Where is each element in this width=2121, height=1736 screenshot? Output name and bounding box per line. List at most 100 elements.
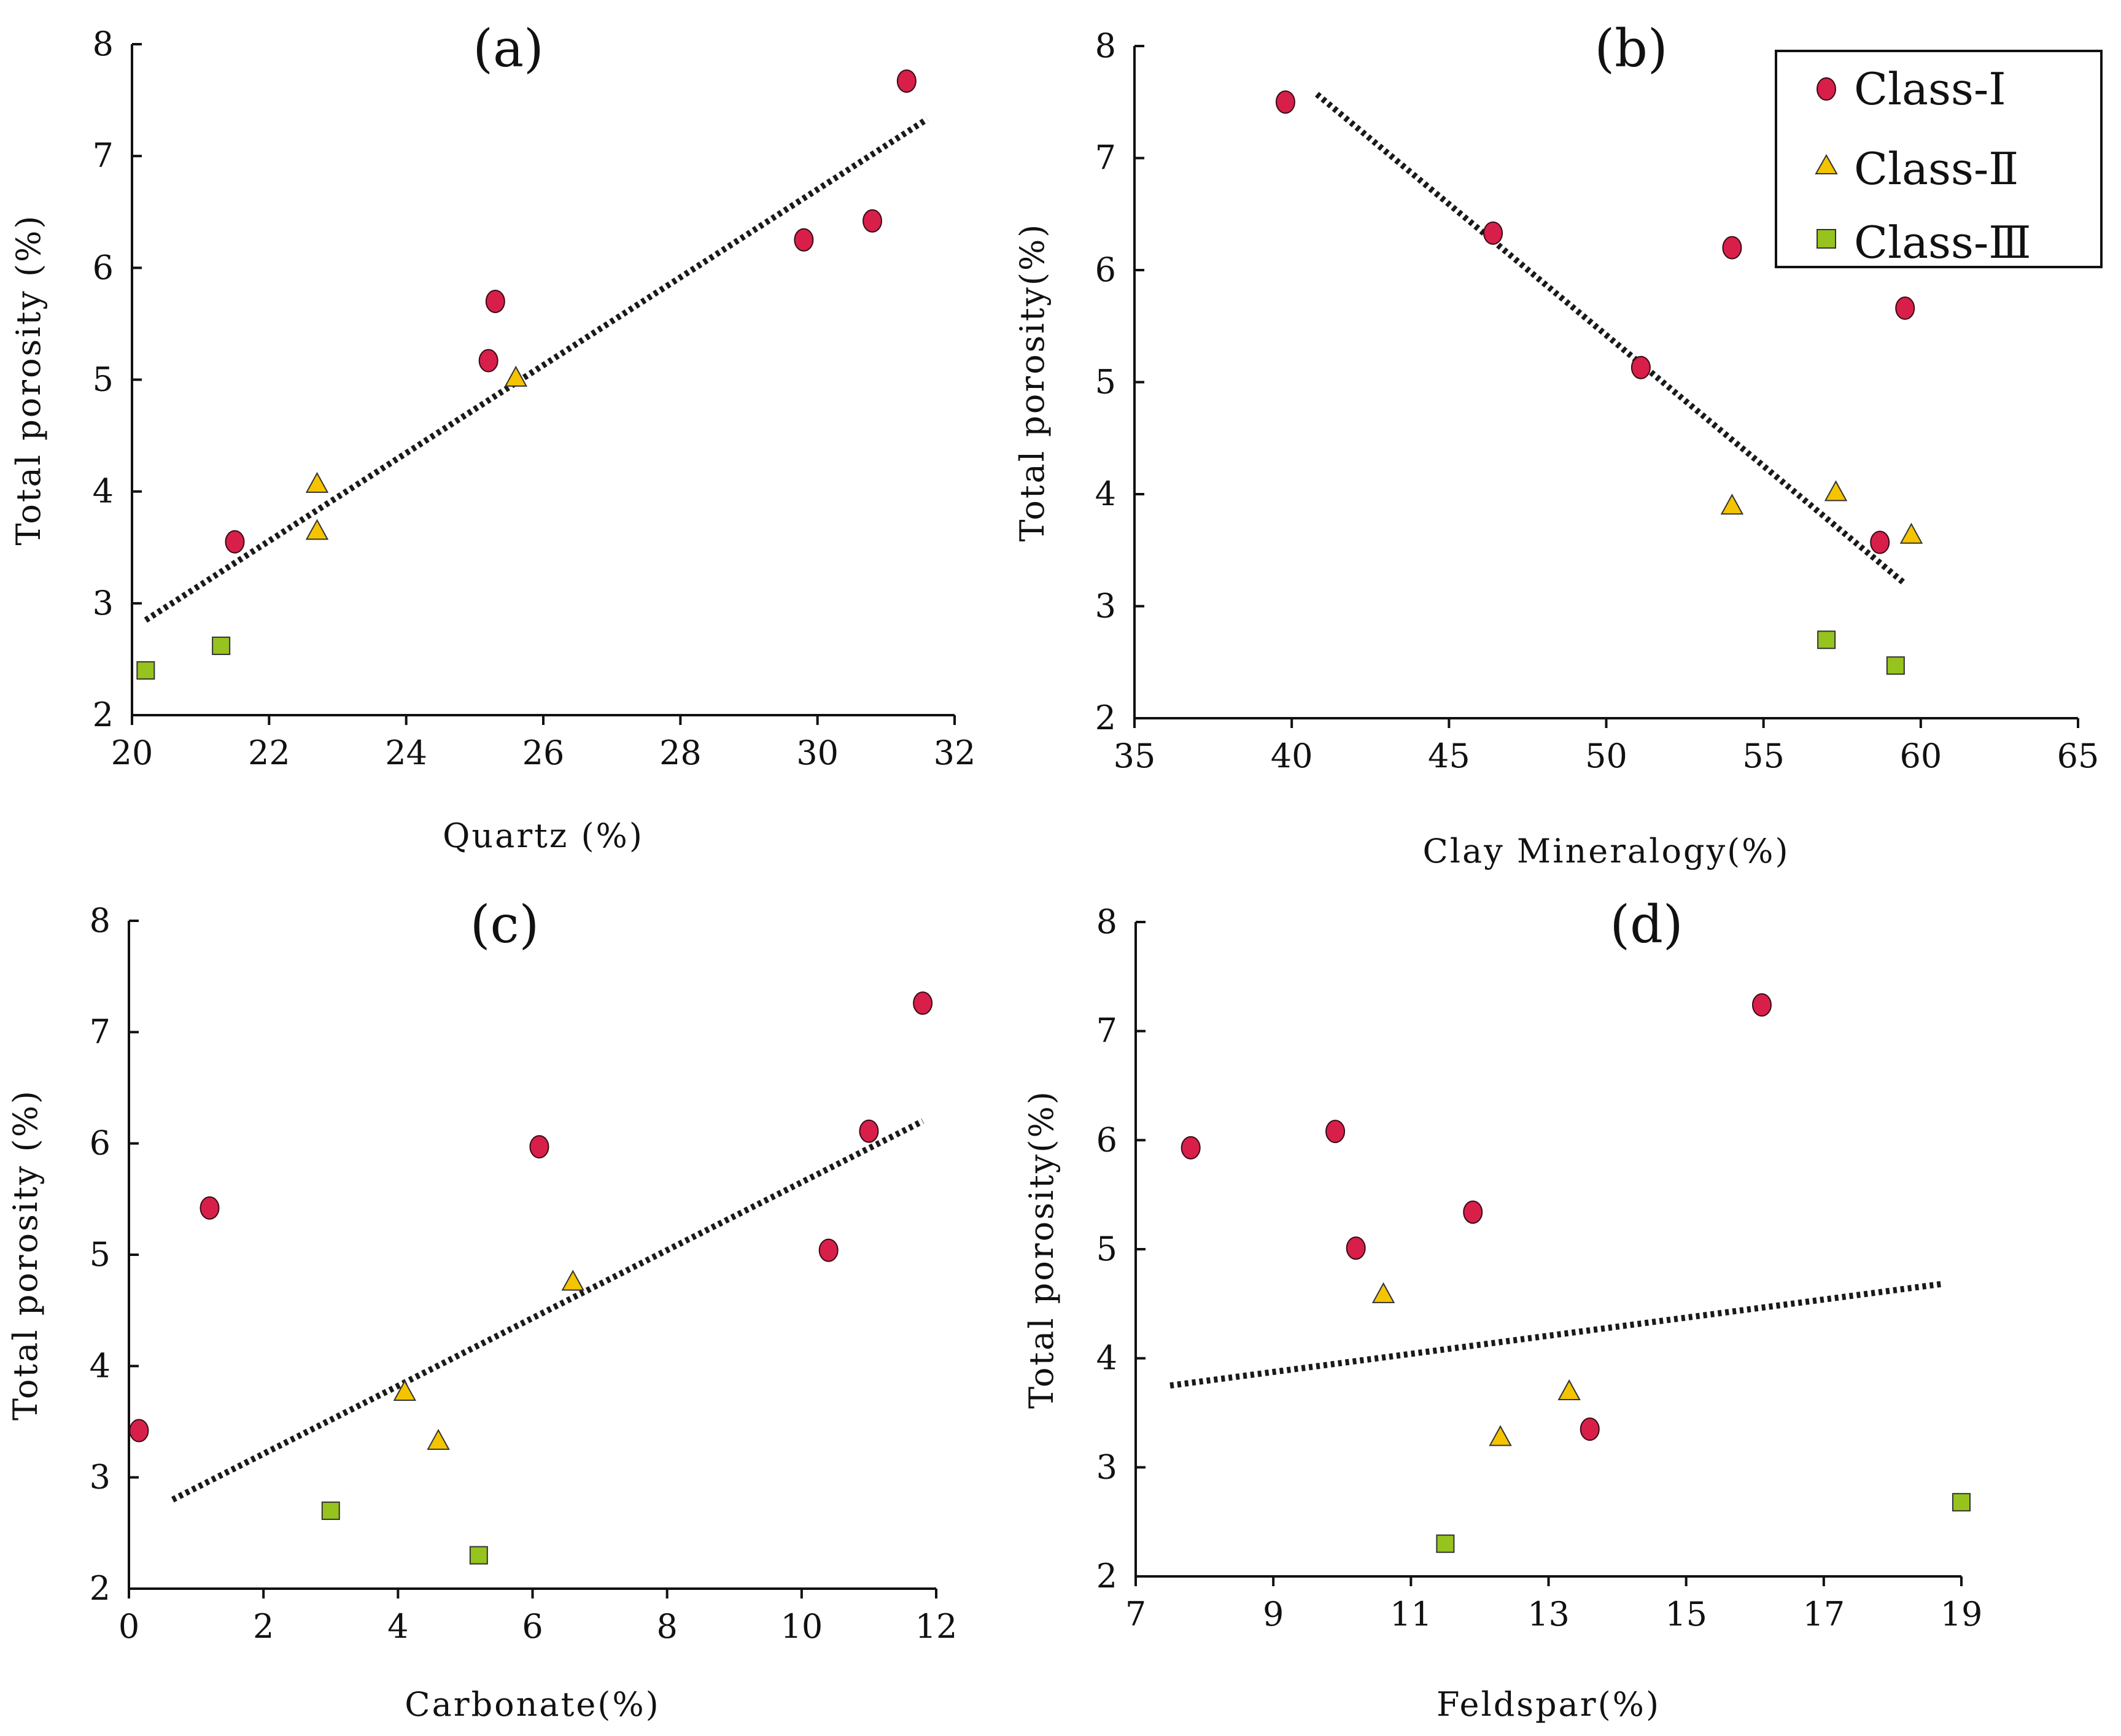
data-point-class-2 — [1899, 522, 1923, 544]
data-point-class-1 — [1325, 1120, 1346, 1144]
x-tick-label: 20 — [111, 734, 153, 772]
y-tick-label: 3 — [93, 584, 114, 622]
trend-line — [144, 116, 929, 623]
data-point-class-2 — [561, 1269, 584, 1291]
data-point-class-1 — [863, 209, 882, 233]
data-point-class-2 — [427, 1428, 450, 1450]
data-point-class-3 — [1436, 1534, 1455, 1553]
y-tick-label: 5 — [1096, 1230, 1117, 1268]
data-point-class-2 — [305, 471, 329, 493]
data-point-class-3 — [1952, 1493, 1971, 1512]
data-point-class-3 — [1817, 630, 1836, 649]
panel-a: 20 22 24 26 28 30 32 2 3 4 5 6 7 8 (a) Quartz (%) Total … — [9, 18, 975, 855]
data-point-class-2 — [1557, 1379, 1581, 1400]
data-point-class-1 — [1181, 1136, 1201, 1160]
x-tick-label: 40 — [1271, 737, 1313, 775]
x-tick-label: 55 — [1742, 737, 1785, 775]
y-tick-label: 6 — [93, 248, 114, 287]
y-tick-label: 8 — [90, 901, 111, 940]
x-tick-label: 10 — [780, 1607, 823, 1646]
data-point-class-1 — [896, 69, 917, 93]
trend-line — [1314, 91, 1907, 586]
data-point-class-3 — [1886, 656, 1905, 675]
x-tick-label: 0 — [118, 1607, 139, 1646]
data-point-class-2 — [1824, 480, 1848, 502]
legend-label-class-2: Class-Ⅱ — [1854, 143, 2018, 195]
legend-marker-triangle — [1815, 153, 1838, 174]
data-point-class-1 — [1751, 993, 1772, 1017]
x-tick-label: 4 — [387, 1607, 408, 1646]
x-tick-label: 24 — [385, 734, 427, 772]
panel-d: 7 9 11 13 15 17 19 2 3 4 5 6 7 8 (d) Feldspar(%) Total p… — [1022, 894, 1982, 1724]
y-axis-title: Total porosity(%) — [1013, 223, 1052, 542]
y-tick-label: 7 — [90, 1012, 111, 1051]
data-point-class-1 — [818, 1238, 839, 1262]
legend: Class-Ⅰ Class-Ⅱ Class-Ⅲ — [1775, 50, 2103, 268]
y-tick-label: 5 — [1095, 363, 1116, 401]
y-tick-label: 8 — [1096, 902, 1117, 941]
y-axis-title: Total porosity (%) — [6, 1089, 45, 1420]
x-tick-label: 28 — [659, 734, 702, 772]
data-point-class-1 — [129, 1419, 149, 1443]
trend-line — [1169, 1281, 1942, 1389]
data-point-class-2 — [1489, 1425, 1512, 1446]
y-tick-label: 3 — [1096, 1447, 1117, 1486]
x-tick-label: 7 — [1125, 1595, 1146, 1633]
y-tick-label: 4 — [90, 1346, 111, 1385]
data-point-class-1 — [1275, 90, 1295, 114]
y-tick-label: 7 — [93, 136, 114, 175]
x-tick-label: 32 — [934, 734, 976, 772]
y-tick-label: 2 — [93, 696, 114, 734]
y-tick-label: 5 — [93, 360, 114, 399]
data-point-class-2 — [393, 1379, 416, 1401]
x-tick-label: 26 — [522, 734, 565, 772]
x-axis-title: Clay Mineralogy(%) — [1422, 832, 1789, 870]
data-point-class-1 — [1346, 1236, 1366, 1260]
x-tick-label: 6 — [522, 1607, 543, 1646]
y-tick-label: 7 — [1096, 1012, 1117, 1050]
data-point-class-1 — [1630, 355, 1651, 379]
x-tick-label: 22 — [248, 734, 290, 772]
panel-title: (a) — [473, 18, 544, 79]
legend-item-class-3: Class-Ⅲ — [1817, 217, 2031, 268]
y-tick-label: 6 — [1095, 250, 1116, 289]
x-tick-label: 19 — [1941, 1595, 1983, 1633]
x-axis-title: Quartz (%) — [443, 816, 644, 855]
panel-title: (c) — [470, 894, 540, 955]
data-point-class-1 — [200, 1196, 220, 1220]
legend-item-class-2: Class-Ⅱ — [1815, 143, 2018, 195]
y-tick-label: 4 — [1095, 475, 1116, 513]
y-tick-label: 4 — [93, 472, 114, 511]
data-point-class-2 — [305, 519, 329, 540]
data-point-class-1 — [478, 349, 498, 373]
data-point-class-1 — [913, 991, 933, 1015]
data-point-class-1 — [1483, 221, 1503, 245]
x-tick-label: 60 — [1899, 737, 1942, 775]
data-point-class-3 — [469, 1546, 488, 1565]
x-tick-label: 30 — [796, 734, 839, 772]
y-tick-label: 3 — [90, 1458, 111, 1497]
y-axis-title: Total porosity(%) — [1022, 1090, 1061, 1409]
data-point-class-1 — [1870, 530, 1890, 554]
data-point-class-2 — [1720, 494, 1744, 515]
y-tick-label: 8 — [93, 25, 114, 63]
x-tick-label: 13 — [1527, 1595, 1570, 1633]
x-tick-label: 65 — [2057, 737, 2100, 775]
x-tick-label: 9 — [1263, 1595, 1284, 1633]
data-point-class-1 — [1463, 1200, 1483, 1224]
x-tick-label: 15 — [1665, 1595, 1707, 1633]
x-tick-label: 11 — [1390, 1595, 1432, 1633]
data-point-class-1 — [485, 289, 505, 313]
y-tick-label: 4 — [1096, 1339, 1117, 1378]
panel-title: (b) — [1594, 18, 1667, 79]
x-tick-label: 17 — [1802, 1595, 1845, 1633]
x-tick-label: 35 — [1114, 737, 1156, 775]
x-axis-title: Feldspar(%) — [1437, 1685, 1661, 1724]
legend-label-class-1: Class-Ⅰ — [1854, 63, 2006, 115]
x-tick-label: 2 — [253, 1607, 274, 1646]
x-tick-label: 50 — [1585, 737, 1627, 775]
data-point-class-3 — [321, 1502, 340, 1521]
